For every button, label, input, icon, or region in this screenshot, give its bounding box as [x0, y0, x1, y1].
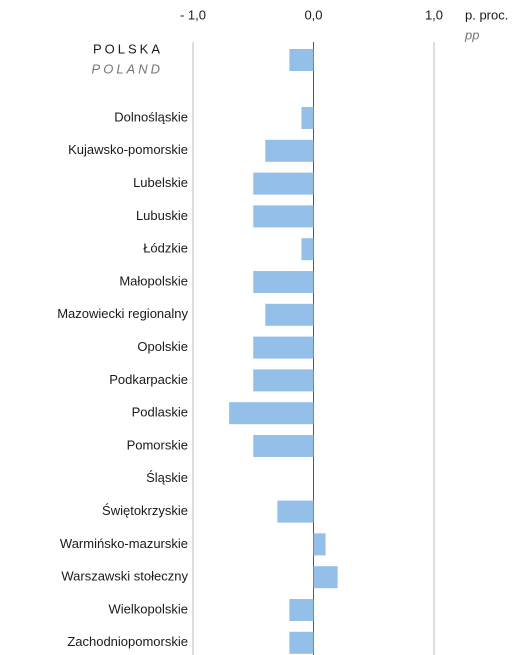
bar — [253, 271, 314, 293]
category-label: Kujawsko-pomorskie — [68, 142, 188, 157]
bar — [229, 402, 314, 425]
bar — [277, 500, 314, 523]
category-label: Lubelskie — [133, 175, 188, 190]
x-tick-label: 0,0 — [304, 7, 322, 22]
bar — [253, 336, 314, 359]
category-label-en: POLAND — [92, 61, 163, 76]
category-label: Zachodniopomorskie — [67, 634, 188, 649]
category-label: Warszawski stołeczny — [61, 569, 188, 584]
category-label: Podkarpackie — [109, 372, 188, 387]
category-label: Mazowiecki regionalny — [57, 306, 188, 321]
bar — [253, 435, 314, 457]
bar — [289, 49, 314, 71]
category-label: Małopolskie — [119, 273, 188, 288]
bar — [253, 369, 314, 392]
bar — [265, 139, 314, 162]
bar — [289, 631, 314, 654]
category-label: Łódzkie — [143, 241, 188, 256]
bar — [253, 205, 314, 228]
category-label: Dolnośląskie — [114, 109, 188, 124]
bar — [301, 238, 314, 261]
category-label: Warmińsko-mazurskie — [60, 536, 188, 551]
category-label: Świętokrzyskie — [102, 503, 188, 518]
unit-label-en: pp — [464, 27, 479, 42]
x-tick-label: 1,0 — [425, 7, 443, 22]
category-label: Śląskie — [146, 470, 188, 485]
bar — [313, 533, 326, 556]
category-label: POLSKA — [93, 41, 163, 56]
bar — [265, 303, 314, 326]
category-label: Pomorskie — [127, 437, 188, 452]
bar — [313, 566, 338, 589]
category-label: Lubuskie — [136, 208, 188, 223]
unit-label: p. proc. — [465, 7, 508, 22]
category-label: Opolskie — [137, 339, 188, 354]
bar — [289, 599, 314, 621]
x-tick-label: - 1,0 — [180, 7, 206, 22]
bar — [301, 107, 314, 129]
category-label: Podlaskie — [132, 405, 188, 420]
bar — [253, 172, 314, 195]
category-label: Wielkopolskie — [109, 601, 188, 616]
